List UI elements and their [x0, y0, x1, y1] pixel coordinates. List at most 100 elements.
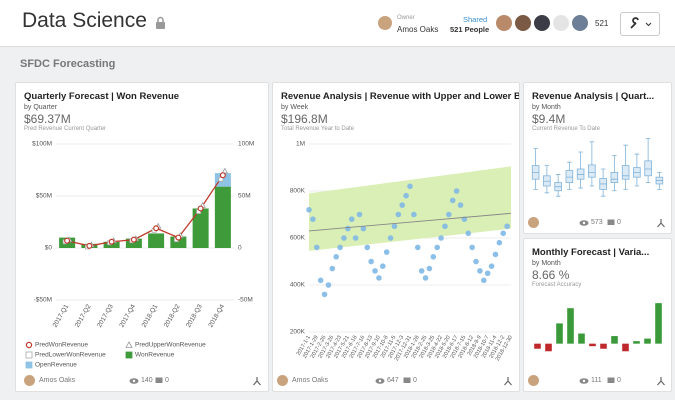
user-avatar[interactable] [515, 15, 531, 31]
legend-marker [25, 341, 33, 349]
point [197, 205, 204, 212]
bar [192, 208, 209, 248]
share-icon[interactable] [252, 376, 262, 386]
x-tick-label: 2017-Q3 [96, 303, 115, 329]
y-tick-label: $50M [36, 193, 52, 200]
y-tick-label: 800K [290, 188, 306, 195]
point [310, 216, 316, 222]
box [621, 165, 630, 180]
legend-marker [125, 351, 133, 359]
trend-line [308, 212, 512, 232]
bar [214, 186, 231, 248]
card-footer: Amos Oaks 140 0 [16, 374, 268, 388]
owner-avatar [277, 375, 288, 386]
y-tick-label: 200K [290, 329, 306, 336]
viewer-count: 521 [595, 19, 609, 28]
point [438, 235, 444, 241]
point [356, 211, 363, 218]
point [457, 202, 464, 208]
legend-label: OpenRevenue [35, 362, 77, 369]
comments-icon [403, 377, 411, 383]
legend-marker [25, 351, 33, 359]
point [321, 291, 328, 298]
card[interactable]: Revenue Analysis | Quart... by Month $9.… [523, 82, 672, 234]
owner-avatar [528, 217, 539, 228]
bar [148, 233, 165, 248]
y2-tick-label: 50M [238, 193, 251, 200]
box [644, 160, 652, 177]
point [418, 268, 425, 274]
views-count: 111 [591, 377, 602, 384]
point [376, 275, 382, 281]
bound-band [309, 166, 511, 251]
shared-label[interactable]: Shared [463, 15, 488, 24]
bar [644, 338, 651, 344]
y2-tick-label: -50M [238, 297, 253, 304]
point [446, 211, 452, 218]
bar [611, 336, 618, 344]
point [364, 244, 371, 251]
point [465, 230, 472, 237]
bar [556, 323, 563, 344]
point [325, 282, 332, 288]
lock-icon [156, 16, 165, 29]
point [399, 202, 406, 208]
point [453, 188, 460, 194]
point [481, 277, 487, 284]
user-avatar[interactable] [534, 15, 550, 31]
point [442, 223, 448, 230]
card-metric-label: Total Revenue Year to Date [281, 126, 355, 132]
legend-marker [125, 341, 133, 348]
card[interactable]: Quarterly Forecast | Won Revenue by Quar… [15, 82, 269, 392]
owner-label: Owner [397, 15, 415, 21]
views-icon [129, 378, 139, 384]
point [492, 251, 499, 258]
settings-button[interactable] [620, 12, 660, 36]
user-avatar[interactable] [553, 15, 569, 31]
point [391, 223, 398, 230]
point [360, 225, 367, 232]
owner-avatar [528, 375, 539, 386]
card-title: Monthly Forecast | Varia... [532, 247, 650, 258]
point [175, 234, 182, 241]
chart [531, 138, 664, 197]
x-tick-label: 2018-Q4 [207, 303, 226, 329]
views-count: 647 [387, 377, 399, 384]
legend-label: PredWonRevenue [35, 342, 88, 349]
share-icon[interactable] [656, 218, 666, 228]
comments-count: 0 [617, 377, 621, 384]
share-icon[interactable] [503, 376, 513, 386]
chart: 200K400K600K800K1M2017-1-12017-1-292017-… [290, 141, 514, 362]
card-metric: 8.66 % [532, 268, 570, 282]
x-tick-label: 2018-Q3 [185, 303, 204, 329]
point [500, 230, 507, 237]
y-tick-label: 1M [296, 141, 305, 148]
views-count: 140 [141, 377, 153, 384]
point [313, 244, 320, 251]
comments-count: 0 [165, 377, 169, 384]
wrench-icon [630, 17, 652, 29]
card-title: Revenue Analysis | Quart... [532, 91, 655, 102]
card-subtitle: by Month [532, 260, 561, 267]
comments-count: 0 [617, 219, 621, 226]
user-avatar[interactable] [572, 15, 588, 31]
point [477, 268, 483, 274]
y2-tick-label: 0 [238, 245, 242, 252]
card-metric: $69.37M [24, 112, 71, 126]
owner-avatar [378, 16, 392, 30]
point [496, 239, 503, 246]
bar [545, 343, 552, 352]
card[interactable]: Revenue Analysis | Revenue with Upper an… [272, 82, 520, 392]
box [565, 169, 574, 184]
point [422, 275, 429, 281]
bar [622, 343, 629, 352]
card-subtitle: by Month [532, 104, 561, 111]
bar [655, 303, 662, 344]
share-icon[interactable] [656, 376, 666, 386]
user-avatar[interactable] [496, 15, 512, 31]
card[interactable]: Monthly Forecast | Varia... by Month 8.6… [523, 238, 672, 392]
y-tick-label: -$50M [34, 297, 52, 304]
views-count: 573 [591, 219, 603, 226]
bar [534, 343, 541, 349]
